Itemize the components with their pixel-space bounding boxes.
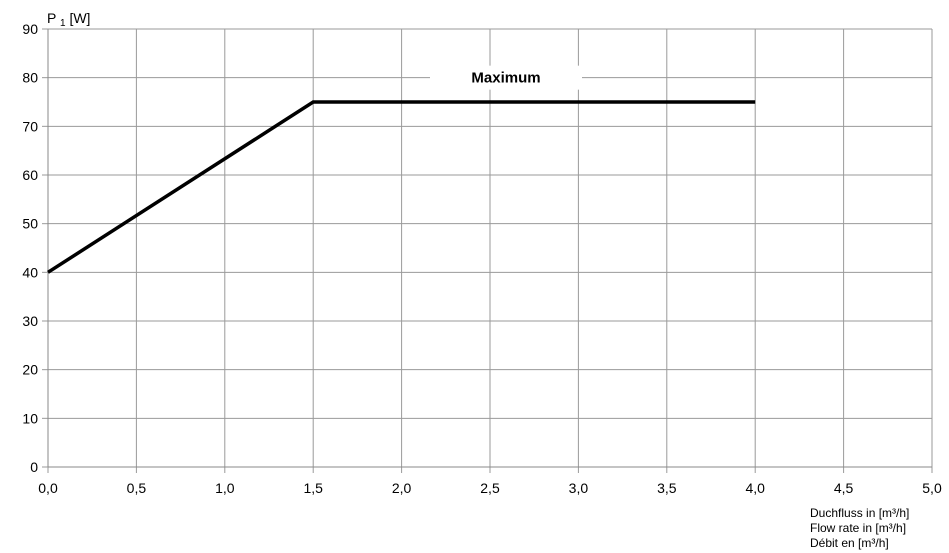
y-tick-label: 0: [30, 459, 38, 475]
x-tick-label: 2,0: [392, 480, 412, 496]
y-tick-label: 60: [22, 167, 38, 183]
y-tick-label: 30: [22, 313, 38, 329]
y-axis-title: P 1 [W]: [47, 10, 90, 29]
x-tick-label: 2,5: [480, 480, 500, 496]
y-axis-title-unit: [W]: [69, 10, 90, 26]
series-layer: [47, 100, 756, 274]
series-label-maximum: Maximum: [471, 70, 540, 87]
y-tick-label: 70: [22, 118, 38, 134]
axes: [42, 28, 933, 473]
x-tick-label: 0,5: [127, 480, 147, 496]
annotation-background: [430, 65, 582, 90]
y-tick-label: 90: [22, 21, 38, 37]
x-tick-label: 3,5: [657, 480, 677, 496]
x-tick-label: 3,0: [569, 480, 589, 496]
x-tick-label: 1,5: [303, 480, 323, 496]
x-axis-title-line-1: Duchfluss in [m³/h]: [810, 506, 909, 520]
y-tick-label: 40: [22, 264, 38, 280]
x-tick-label: 5,0: [922, 480, 942, 496]
y-tick-label: 50: [22, 216, 38, 232]
x-tick-label: 4,5: [834, 480, 854, 496]
x-axis-title-line-2: Flow rate in [m³/h]: [810, 521, 906, 535]
y-tick-label: 10: [22, 410, 38, 426]
y-axis-title-sub: 1: [60, 18, 66, 29]
y-tick-label: 20: [22, 362, 38, 378]
y-tick-label: 80: [22, 70, 38, 86]
labels: P 1 [W] Duchfluss in [m³/h] Flow rate in…: [22, 10, 942, 550]
x-axis-title-line-3: Débit en [m³/h]: [810, 536, 889, 550]
series-line-maximum: [47, 100, 756, 274]
x-tick-label: 0,0: [38, 480, 58, 496]
x-tick-label: 4,0: [745, 480, 765, 496]
grid: [47, 28, 933, 468]
x-tick-label: 1,0: [215, 480, 235, 496]
y-axis-title-main: P: [47, 10, 56, 26]
